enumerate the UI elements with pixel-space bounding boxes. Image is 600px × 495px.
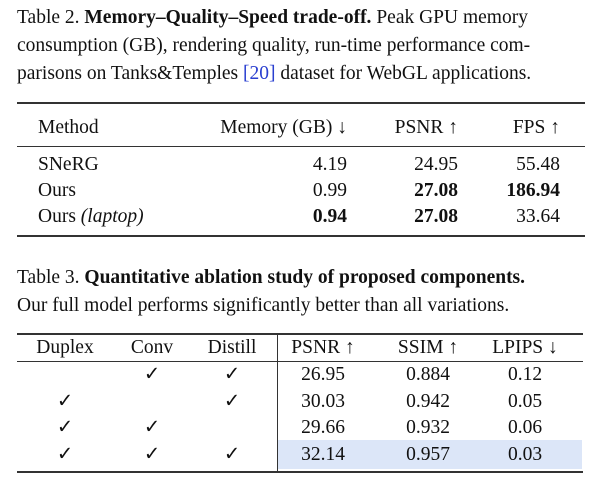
table2-mid-rule (17, 146, 585, 147)
t2-row1-psnr: 24.95 (414, 154, 458, 175)
t2-header-memory: Memory (GB) ↓ (220, 117, 347, 138)
t3-row1-ssim: 0.884 (406, 364, 450, 385)
t2-header-method: Method (38, 117, 99, 138)
table2-caption: Table 2. Memory–Quality–Speed trade-off.… (17, 7, 532, 84)
t3-row1-lpips: 0.12 (507, 364, 543, 385)
t3-row4-distill: ✓ (223, 443, 241, 465)
t3-row3-duplex: ✓ (56, 417, 74, 438)
t2-row1-memory: 4.19 (312, 154, 347, 175)
t3-row2-distill: ✓ (223, 390, 241, 412)
t3-row4-conv: ✓ (143, 443, 161, 465)
t3-header-conv: Conv (130, 337, 174, 358)
table2-top-rule (17, 102, 585, 104)
t2-row2-memory: 0.99 (312, 180, 347, 201)
t3-row2-lpips: 0.05 (507, 390, 543, 412)
t3-header-ssim: SSIM ↑ (397, 337, 459, 358)
t3-row1-psnr: 26.95 (301, 364, 345, 385)
table3-top-rule (17, 333, 583, 335)
t3-row2-ssim: 0.942 (406, 390, 450, 412)
t2-row1-fps: 55.48 (516, 154, 560, 175)
t3-row2-duplex: ✓ (56, 390, 74, 412)
t3-row4-duplex: ✓ (56, 443, 74, 465)
t2-row3-fps: 33.64 (516, 206, 560, 227)
t2-row2-psnr: 27.08 (414, 180, 458, 201)
t3-header-duplex: Duplex (36, 337, 94, 358)
best-row-highlight (278, 440, 582, 469)
t3-row4-lpips: 0.03 (507, 443, 543, 465)
t2-row1-method: SNeRG (38, 154, 99, 175)
table3-caption: Table 3. Quantitative ablation study of … (17, 267, 526, 316)
table3-mid-rule (17, 361, 583, 362)
t2-row2-fps: 186.94 (506, 180, 560, 201)
t2-row2-method: Ours (38, 180, 76, 201)
t3-header-distill: Distill (207, 337, 257, 358)
t3-row4-ssim: 0.957 (406, 443, 450, 465)
t3-row3-conv: ✓ (143, 417, 161, 438)
t3-header-psnr: PSNR ↑ (291, 337, 355, 358)
t3-row3-ssim: 0.932 (406, 417, 450, 438)
t3-row1-conv: ✓ (143, 364, 161, 385)
t3-row2-psnr: 30.03 (301, 390, 345, 412)
t3-row1-distill: ✓ (223, 364, 241, 385)
t2-header-fps: FPS ↑ (512, 117, 560, 138)
table2-bottom-rule (17, 235, 585, 237)
t3-row4-psnr: 32.14 (301, 443, 345, 465)
t3-row3-psnr: 29.66 (301, 417, 345, 438)
t3-header-lpips: LPIPS ↓ (492, 337, 558, 358)
citation-link[interactable]: [20] (243, 63, 276, 84)
t2-row3-memory: 0.94 (312, 206, 347, 227)
t2-row3-method: Ours (laptop) (38, 206, 144, 227)
t2-row3-psnr: 27.08 (414, 206, 458, 227)
t3-row3-lpips: 0.06 (507, 417, 543, 438)
table3-bottom-rule (17, 471, 583, 473)
table3-vertical-rule (277, 333, 278, 473)
t2-header-psnr: PSNR ↑ (394, 117, 458, 138)
